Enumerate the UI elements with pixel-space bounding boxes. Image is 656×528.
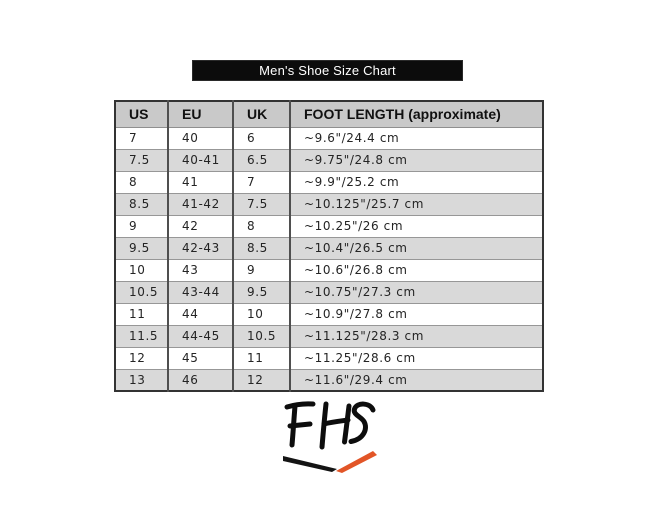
table-cell: 45 xyxy=(167,346,233,369)
table-cell: ~11.6"/29.4 cm xyxy=(289,368,543,391)
table-cell: ~11.125"/28.3 cm xyxy=(289,324,543,347)
table-cell: 41-42 xyxy=(167,192,233,215)
table-cell: ~10.4"/26.5 cm xyxy=(289,236,543,259)
table-cell: 46 xyxy=(167,368,233,391)
table-cell: 8.5 xyxy=(232,236,290,259)
table-row: 8.5 41-42 7.5 ~10.125"/25.7 cm xyxy=(115,192,543,215)
fhs-logo: FHS xyxy=(279,400,379,474)
table-cell: 13 xyxy=(115,368,168,391)
table-cell: 44 xyxy=(167,302,233,325)
table-row: 10 43 9 ~10.6"/26.8 cm xyxy=(115,258,543,281)
table-row: 9 42 8 ~10.25"/26 cm xyxy=(115,214,543,237)
table-cell: 8.5 xyxy=(115,192,168,215)
table-cell: 7 xyxy=(115,126,168,149)
table-cell: 43-44 xyxy=(167,280,233,303)
table-cell: ~9.6"/24.4 cm xyxy=(289,126,543,149)
table-cell: 10 xyxy=(232,302,290,325)
swoosh-orange-icon xyxy=(336,451,377,473)
table-cell: ~11.25"/28.6 cm xyxy=(289,346,543,369)
table-cell: 8 xyxy=(232,214,290,237)
table-cell: 6 xyxy=(232,126,290,149)
table-cell: ~10.25"/26 cm xyxy=(289,214,543,237)
table-cell: 40-41 xyxy=(167,148,233,171)
table-cell: 43 xyxy=(167,258,233,281)
table-cell: 12 xyxy=(232,368,290,391)
table-cell: 44-45 xyxy=(167,324,233,347)
fhs-letters xyxy=(284,401,376,450)
table-row: 7 40 6 ~9.6"/24.4 cm xyxy=(115,126,543,149)
column-header-uk: UK xyxy=(232,101,290,128)
table-cell: ~9.75"/24.8 cm xyxy=(289,148,543,171)
table-cell: 11 xyxy=(232,346,290,369)
table-row: 9.5 42-43 8.5 ~10.4"/26.5 cm xyxy=(115,236,543,259)
table-cell: 8 xyxy=(115,170,168,193)
fhs-logo-icon xyxy=(283,401,377,473)
column-header-eu: EU xyxy=(167,101,233,128)
table-row: 7.5 40-41 6.5 ~9.75"/24.8 cm xyxy=(115,148,543,171)
column-header-foot-length: FOOT LENGTH (approximate) xyxy=(289,101,543,128)
table-cell: ~10.75"/27.3 cm xyxy=(289,280,543,303)
table-body: 7 40 6 ~9.6"/24.4 cm 7.5 40-41 6.5 ~9.75"/24.8 … xyxy=(115,126,543,391)
table-row: 11.5 44-45 10.5 ~11.125"/28.3 cm xyxy=(115,324,543,347)
swoosh-black-icon xyxy=(283,456,337,472)
table-cell: 9 xyxy=(232,258,290,281)
table-cell: 9.5 xyxy=(115,236,168,259)
table-cell: 40 xyxy=(167,126,233,149)
table-cell: 9 xyxy=(115,214,168,237)
table-cell: 11 xyxy=(115,302,168,325)
table-cell: 10.5 xyxy=(232,324,290,347)
table-cell: 7.5 xyxy=(115,148,168,171)
table-row: 10.5 43-44 9.5 ~10.75"/27.3 cm xyxy=(115,280,543,303)
table-cell: ~9.9"/25.2 cm xyxy=(289,170,543,193)
column-header-us: US xyxy=(115,101,168,128)
table-cell: 10.5 xyxy=(115,280,168,303)
table-cell: ~10.125"/25.7 cm xyxy=(289,192,543,215)
table-cell: 12 xyxy=(115,346,168,369)
table-row: 8 41 7 ~9.9"/25.2 cm xyxy=(115,170,543,193)
size-chart-table: US EU UK FOOT LENGTH (approximate) 7 40 6 ~… xyxy=(114,100,544,392)
table-cell: 9.5 xyxy=(232,280,290,303)
table-cell: 42 xyxy=(167,214,233,237)
table-cell: 7 xyxy=(232,170,290,193)
table-cell: 7.5 xyxy=(232,192,290,215)
table-header-row: US EU UK FOOT LENGTH (approximate) xyxy=(115,101,543,128)
table-cell: 6.5 xyxy=(232,148,290,171)
table-cell: 11.5 xyxy=(115,324,168,347)
table-cell: ~10.9"/27.8 cm xyxy=(289,302,543,325)
table-cell: 41 xyxy=(167,170,233,193)
table-cell: 42-43 xyxy=(167,236,233,259)
table-row: 11 44 10 ~10.9"/27.8 cm xyxy=(115,302,543,325)
table-row: 13 46 12 ~11.6"/29.4 cm xyxy=(115,368,543,391)
chart-title: Men's Shoe Size Chart xyxy=(259,63,396,78)
table-row: 12 45 11 ~11.25"/28.6 cm xyxy=(115,346,543,369)
table-cell: ~10.6"/26.8 cm xyxy=(289,258,543,281)
table-cell: 10 xyxy=(115,258,168,281)
chart-title-bar: Men's Shoe Size Chart xyxy=(192,60,463,81)
